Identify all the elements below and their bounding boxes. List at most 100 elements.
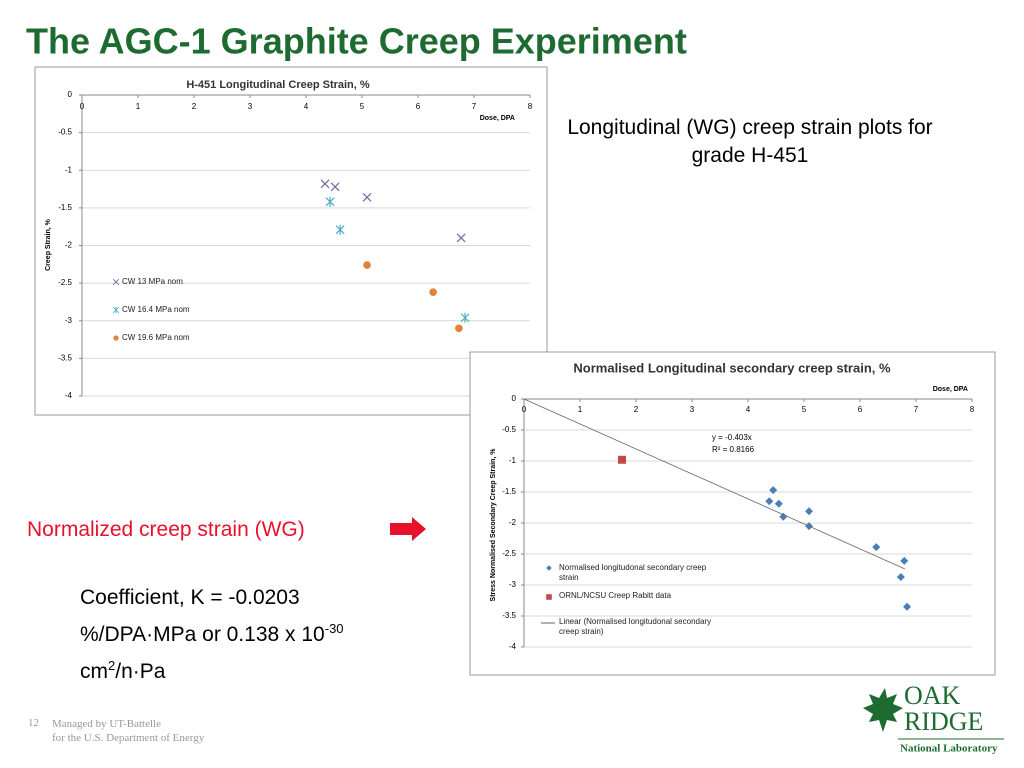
coef-exp: 2 [108, 658, 116, 673]
coef-text: /n·Pa [115, 660, 166, 683]
coefficient: Coefficient, K = -0.0203 %/DPA·MPa or 0.… [80, 582, 344, 687]
point [900, 556, 909, 565]
legend-entry: ORNL/NCSU Creep Rabitt data [559, 591, 672, 600]
y-tick-label: -2 [509, 518, 517, 527]
point [618, 455, 626, 464]
y-tick-label: -2.5 [58, 278, 72, 287]
point [769, 486, 778, 495]
trend-line [523, 398, 905, 570]
y-tick-label: -3.5 [502, 611, 516, 620]
y-tick-label: -3 [65, 316, 73, 325]
legend-entry: Linear (Normalised longitudonal secondar… [559, 617, 712, 636]
x-tick-label: 0 [522, 405, 527, 414]
y-tick-label: -0.5 [58, 128, 72, 137]
footer: Managed by UT-Battelle for the U.S. Depa… [52, 717, 204, 745]
y-tick-label: -1 [509, 456, 517, 465]
point [363, 261, 371, 269]
point [362, 192, 372, 202]
chart-title: H-451 Longitudinal Creep Strain, % [186, 79, 370, 91]
point [774, 499, 783, 508]
legend-label: Linear (Normalised longitudonal secondar… [559, 617, 712, 636]
point [779, 512, 788, 521]
callout: Normalized creep strain (WG) [27, 518, 305, 541]
chart-frame [34, 66, 548, 416]
x-tick-label: 4 [304, 102, 309, 111]
legend-entry: CW 13 MPa nom [122, 277, 183, 286]
x-tick-label: 3 [690, 405, 695, 414]
x-axis-label: Dose, DPA [480, 115, 515, 122]
arrow [390, 517, 426, 541]
point [765, 497, 774, 506]
point [872, 543, 881, 552]
x-tick-label: 6 [416, 102, 421, 111]
logo-word: OAK [904, 681, 961, 710]
point [903, 602, 912, 611]
y-tick-label: -2.5 [502, 549, 516, 558]
x-tick-label: 8 [970, 405, 975, 414]
x-tick-label: 2 [634, 405, 639, 414]
legend-swatch [112, 278, 120, 286]
logo-word: National Laboratory [900, 743, 998, 755]
point [320, 179, 330, 189]
coef-line: cm2/n·Pa [80, 650, 344, 687]
point [325, 196, 335, 207]
x-tick-label: 5 [802, 405, 807, 414]
page-number: 12 [28, 717, 39, 729]
point [460, 312, 470, 323]
x-tick-label: 1 [136, 102, 141, 111]
legend-swatch [113, 335, 119, 341]
y-tick-label: -3.5 [58, 353, 72, 362]
annotation: y = -0.403x [712, 433, 752, 442]
point [335, 224, 345, 235]
legend-label: CW 13 MPa nom [122, 277, 183, 286]
y-tick-label: -1.5 [502, 487, 516, 496]
y-tick-label: -4 [509, 642, 517, 651]
x-tick-label: 7 [914, 405, 919, 414]
x-tick-label: 0 [80, 102, 85, 111]
coef-text: %/DPA·MPa or 0.138 x 10 [80, 623, 325, 646]
legend-entry: CW 19.6 MPa nom [122, 333, 190, 342]
x-tick-label: 1 [578, 405, 583, 414]
footer-line: Managed by UT-Battelle [52, 718, 161, 730]
x-tick-label: 2 [192, 102, 197, 111]
chart: Normalised Longitudinal secondary creep … [469, 351, 996, 676]
chart-frame [469, 351, 996, 676]
point [896, 572, 905, 581]
x-tick-label: 6 [858, 405, 863, 414]
coef-text: cm [80, 660, 108, 683]
y-tick-label: -1 [65, 165, 73, 174]
leaf-icon [863, 688, 903, 732]
coef-exp: -30 [324, 621, 344, 636]
legend-label: Normalised longitudonal secondary creep … [559, 563, 707, 582]
y-axis-label: Stress Normalised Secondary Creep Strain… [490, 448, 497, 602]
x-tick-label: 4 [746, 405, 751, 414]
y-tick-label: -1.5 [58, 203, 72, 212]
point [429, 288, 437, 296]
x-tick-label: 5 [360, 102, 365, 111]
legend-entry: CW 16.4 MPa nom [122, 305, 190, 314]
legend-label: CW 16.4 MPa nom [122, 305, 190, 314]
legend-label: CW 19.6 MPa nom [122, 333, 190, 342]
slide-title: The AGC-1 Graphite Creep Experiment [26, 21, 687, 62]
legend-label: ORNL/NCSU Creep Rabitt data [559, 591, 672, 600]
subtitle: Longitudinal (WG) creep strain plots for… [567, 116, 933, 167]
y-tick-label: 0 [68, 90, 73, 99]
logo-word: RIDGE [904, 707, 983, 736]
point [456, 233, 466, 243]
coef-line: Coefficient, K = -0.0203 [80, 586, 300, 609]
chart: H-451 Longitudinal Creep Strain, % Dose, … [34, 66, 548, 416]
x-tick-label: 8 [528, 102, 533, 111]
y-tick-label: 0 [512, 394, 517, 403]
logo: OAK RIDGE National Laboratory [863, 681, 1004, 755]
y-tick-label: -3 [509, 580, 517, 589]
point [455, 324, 463, 333]
footer-line: for the U.S. Department of Energy [52, 732, 205, 744]
coef-line: %/DPA·MPa or 0.138 x 10-30 [80, 613, 344, 650]
point [330, 182, 340, 192]
y-tick-label: -0.5 [502, 425, 516, 434]
legend-swatch [546, 594, 552, 600]
y-axis-label: Creep Strain, % [45, 218, 52, 271]
annotation: R² = 0.8166 [712, 445, 755, 454]
